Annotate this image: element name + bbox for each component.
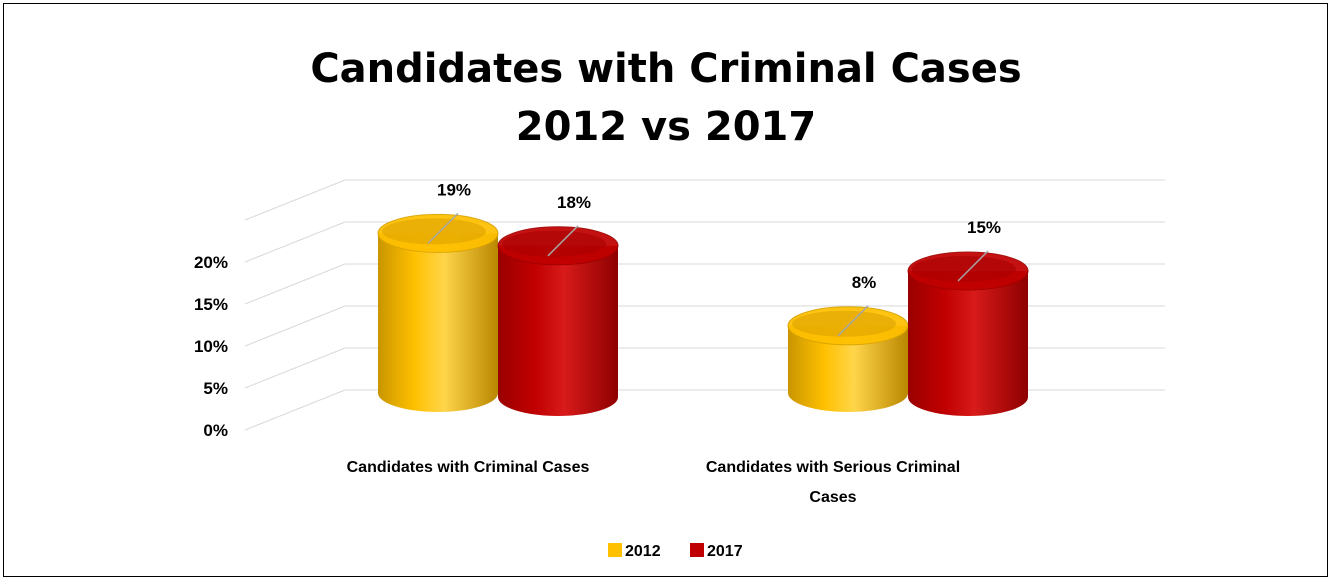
bar-2017-0 <box>497 226 619 416</box>
category-label: Candidates with Criminal Cases <box>347 459 590 476</box>
gridline-depth <box>244 347 346 389</box>
data-label: 15% <box>967 218 1001 237</box>
leader-line <box>427 212 459 244</box>
y-tick-label: 15% <box>194 295 228 314</box>
y-tick-label: 20% <box>194 253 228 272</box>
cylinder-top-shade <box>382 218 486 245</box>
cylinder-body <box>498 245 618 416</box>
cylinder-top-shade <box>792 310 896 337</box>
cylinder-body <box>378 233 498 412</box>
chart-frame <box>3 3 1328 577</box>
data-label: 19% <box>437 180 471 199</box>
bars <box>377 213 1029 416</box>
legend-swatch <box>690 543 704 557</box>
legend-label: 2012 <box>625 543 661 560</box>
category-label: Candidates with Serious Criminal <box>706 459 960 476</box>
leader-line <box>957 250 989 282</box>
bar-2012-1 <box>787 306 909 412</box>
leader-line <box>837 305 869 337</box>
legend-item-2017: 2017 <box>690 543 743 560</box>
category-label: Cases <box>809 489 856 506</box>
category-labels: Candidates with Criminal Cases Candidates… <box>347 459 961 506</box>
leader-line <box>547 225 579 257</box>
data-label: 18% <box>557 193 591 212</box>
chart-title-line: Candidates with Criminal Cases <box>310 46 1021 92</box>
legend: 2012 2017 <box>608 543 743 560</box>
chart-title-line: 2012 vs 2017 <box>516 104 816 150</box>
y-axis-ticks: 0% 5% 10% 15% 20% <box>194 253 228 440</box>
y-tick-label: 10% <box>194 337 228 356</box>
y-tick-label: 0% <box>203 421 228 440</box>
gridline-depth <box>244 263 346 305</box>
gridline-depth <box>244 221 346 263</box>
gridline-depth <box>244 305 346 347</box>
cylinder-top-shade <box>502 230 606 257</box>
gridline-depth <box>244 389 346 431</box>
data-label: 8% <box>852 273 877 292</box>
cylinder-body <box>788 325 908 412</box>
bar-2012-0 <box>377 213 499 412</box>
cylinder-body <box>908 271 1028 416</box>
chart-title: Candidates with Criminal Cases 2012 vs 20… <box>310 46 1021 150</box>
gridline-depth <box>244 179 346 221</box>
legend-swatch <box>608 543 622 557</box>
bar-2017-1 <box>907 251 1029 416</box>
cylinder-top-shade <box>912 256 1016 282</box>
y-tick-label: 5% <box>203 379 228 398</box>
data-labels: 19% 18% 8% 15% <box>427 180 1001 337</box>
legend-label: 2017 <box>707 543 743 560</box>
legend-item-2012: 2012 <box>608 543 661 560</box>
